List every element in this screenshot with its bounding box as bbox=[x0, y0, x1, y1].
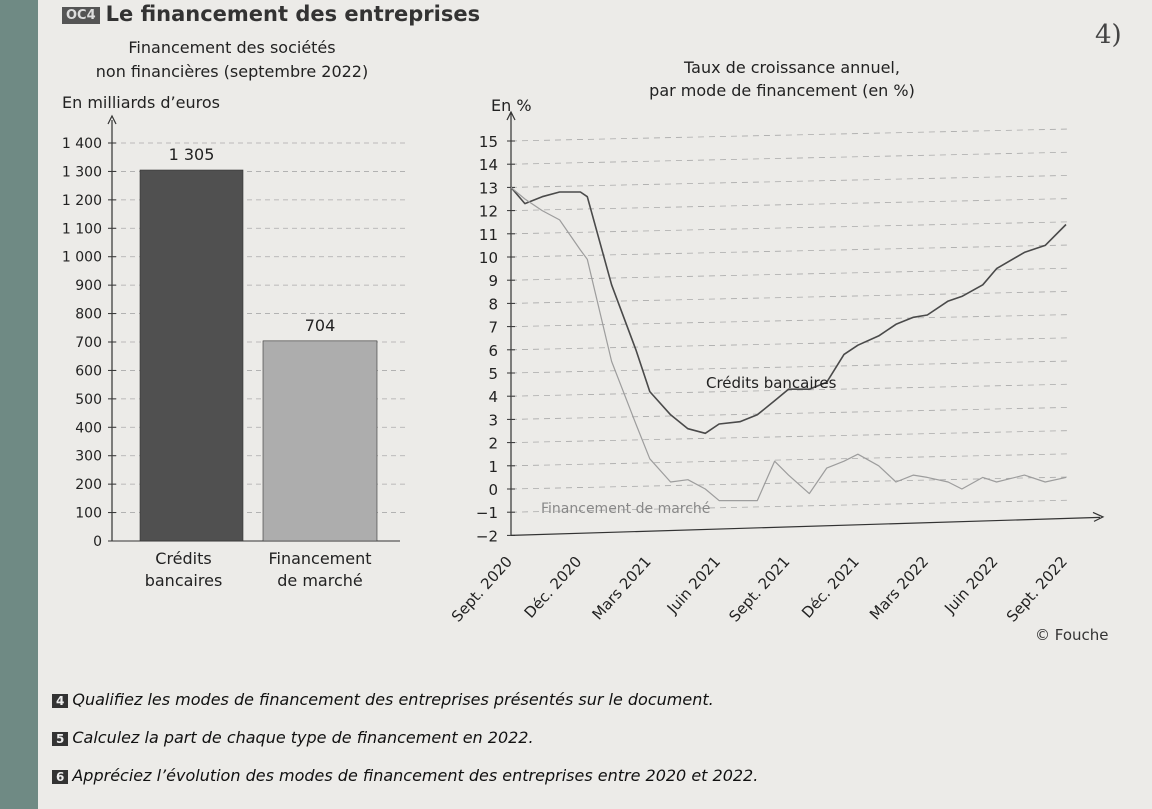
line-x-tick-label: Juin 2021 bbox=[663, 553, 724, 618]
bar-y-tick-label: 400 bbox=[75, 420, 102, 436]
line-x-tick-label: Juin 2022 bbox=[940, 553, 1001, 618]
bar-category-label: bancaires bbox=[145, 571, 223, 590]
line-gridline bbox=[510, 383, 1071, 397]
bar-y-tick-label: 700 bbox=[75, 335, 102, 351]
series-line-credits-bancaires bbox=[510, 186, 1067, 435]
question-4: 4 Qualifiez les modes de financement des … bbox=[52, 690, 714, 709]
line-y-tick-label: 10 bbox=[479, 249, 498, 267]
document-title-text: Le financement des entreprises bbox=[105, 2, 481, 26]
bar-y-tick-label: 100 bbox=[75, 506, 102, 522]
line-gridline bbox=[510, 337, 1071, 351]
bar-y-tick-label: 1 100 bbox=[62, 221, 102, 237]
line-y-tick-label: 5 bbox=[488, 365, 498, 383]
line-y-axis-arrow bbox=[506, 110, 516, 121]
document-badge: OC4 bbox=[62, 6, 100, 24]
bar-y-tick-label: 900 bbox=[75, 278, 102, 294]
bar-y-tick-label: 0 bbox=[93, 534, 102, 550]
bar-value-label: 1 305 bbox=[169, 145, 215, 164]
line-x-tick-label: Déc. 2020 bbox=[521, 553, 586, 622]
bar-category-label: Financement bbox=[268, 549, 371, 568]
line-x-tick-label: Déc. 2021 bbox=[798, 553, 863, 622]
line-chart-title-line-2: par mode de financement (en %) bbox=[649, 81, 915, 100]
bar-y-tick-label: 200 bbox=[75, 477, 102, 493]
line-gridline bbox=[510, 128, 1071, 142]
series-label-credits-bancaires: Crédits bancaires bbox=[706, 374, 837, 392]
line-gridline bbox=[510, 267, 1071, 281]
bar bbox=[262, 340, 378, 542]
bar-y-tick-label: 800 bbox=[75, 307, 102, 323]
line-gridline bbox=[510, 291, 1071, 304]
line-x-axis-arrow bbox=[1092, 511, 1105, 522]
line-y-tick-label: 15 bbox=[479, 133, 498, 151]
question-5-text: Calculez la part de chaque type de finan… bbox=[72, 728, 534, 747]
bar-y-tick-label: 1 200 bbox=[62, 193, 102, 209]
question-4-number: 4 bbox=[52, 694, 69, 708]
bar-chart-title-line-2: non financières (septembre 2022) bbox=[95, 62, 369, 81]
bar-y-tick-label: 500 bbox=[75, 392, 102, 408]
bar-y-tick-label: 1 000 bbox=[62, 250, 102, 266]
question-6-text: Appréciez l’évolution des modes de finan… bbox=[72, 766, 759, 785]
line-gridline bbox=[510, 314, 1071, 327]
image-credit: © Fouche bbox=[1035, 626, 1109, 644]
line-chart-ylabel: En % bbox=[491, 96, 532, 115]
line-y-tick-label: −2 bbox=[476, 527, 498, 545]
document-title: OC4 Le financement des entreprises bbox=[62, 2, 480, 26]
line-x-tick-label: Mars 2021 bbox=[588, 553, 654, 624]
line-x-axis bbox=[510, 516, 1101, 536]
question-6-number: 6 bbox=[52, 770, 69, 784]
line-gridline bbox=[510, 476, 1071, 490]
line-x-tick-label: Sept. 2020 bbox=[448, 553, 516, 626]
line-y-tick-label: 4 bbox=[488, 388, 498, 406]
question-4-text: Qualifiez les modes de financement des e… bbox=[72, 690, 714, 709]
question-5-number: 5 bbox=[52, 732, 69, 746]
line-y-tick-label: 7 bbox=[488, 319, 498, 337]
line-gridline bbox=[510, 407, 1071, 420]
line-gridline bbox=[510, 499, 1071, 513]
bar-y-tick-label: 1 400 bbox=[62, 136, 102, 152]
bar-chart-ylabel: En milliards d’euros bbox=[62, 93, 220, 112]
line-y-tick-label: 2 bbox=[488, 435, 498, 453]
line-x-tick-label: Mars 2022 bbox=[866, 553, 932, 624]
bar-chart-title-line-1: Financement des sociétés bbox=[128, 38, 336, 57]
bar-y-axis-arrow bbox=[107, 114, 117, 125]
line-gridline bbox=[510, 221, 1071, 235]
bar-y-tick-label: 300 bbox=[75, 449, 102, 465]
line-chart-title-line-1: Taux de croissance annuel, bbox=[684, 58, 900, 77]
series-line-financement-de-marche bbox=[510, 186, 1067, 502]
line-y-tick-label: 13 bbox=[479, 179, 498, 197]
line-y-tick-label: 8 bbox=[488, 295, 498, 313]
line-gridline bbox=[510, 360, 1071, 374]
question-6: 6 Appréciez l’évolution des modes de fina… bbox=[52, 766, 758, 785]
line-y-tick-label: 0 bbox=[488, 481, 498, 499]
bar-category-label: de marché bbox=[277, 571, 362, 590]
line-gridline bbox=[510, 198, 1071, 211]
series-label-financement-de-marche: Financement de marché bbox=[541, 501, 710, 517]
bar bbox=[139, 169, 244, 542]
bar-category-label: Crédits bbox=[155, 549, 211, 568]
line-x-tick-label: Sept. 2021 bbox=[725, 553, 793, 626]
handwritten-note: 4) bbox=[1095, 20, 1122, 50]
bar-value-label: 704 bbox=[305, 316, 336, 335]
line-y-tick-label: 14 bbox=[479, 156, 498, 174]
line-y-tick-label: 11 bbox=[479, 226, 498, 244]
line-y-tick-label: 12 bbox=[479, 203, 498, 221]
bar-y-tick-label: 600 bbox=[75, 363, 102, 379]
line-y-tick-label: 6 bbox=[488, 342, 498, 360]
line-x-tick-label: Sept. 2022 bbox=[1003, 553, 1071, 626]
line-y-tick-label: 1 bbox=[488, 458, 498, 476]
line-y-tick-label: 9 bbox=[488, 272, 498, 290]
line-y-tick-label: 3 bbox=[488, 411, 498, 429]
bar-y-tick-label: 1 300 bbox=[62, 164, 102, 180]
line-gridline bbox=[510, 175, 1071, 188]
line-gridline bbox=[510, 430, 1071, 443]
line-gridline bbox=[510, 244, 1071, 258]
line-gridline bbox=[510, 453, 1071, 467]
line-gridline bbox=[510, 151, 1071, 165]
line-y-tick-label: −1 bbox=[476, 504, 498, 522]
question-5: 5 Calculez la part de chaque type de fina… bbox=[52, 728, 534, 747]
